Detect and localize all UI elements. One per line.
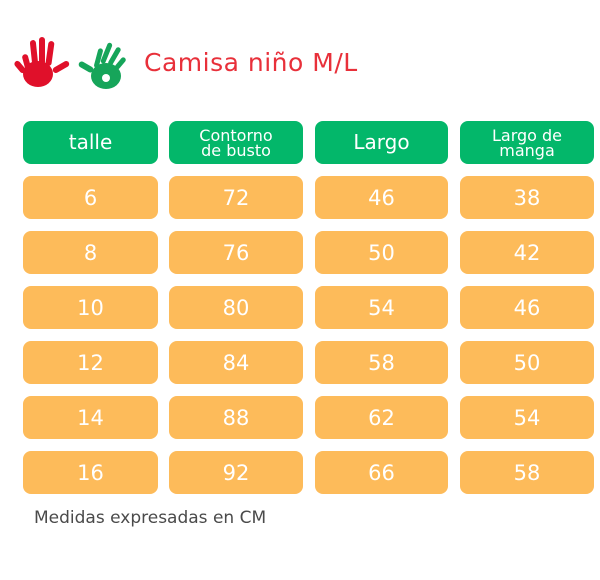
cell-largo: 62 bbox=[315, 396, 448, 439]
cell-talle: 6 bbox=[23, 176, 158, 219]
cell-contorno: 84 bbox=[169, 341, 303, 384]
cell-largo-manga: 46 bbox=[460, 286, 594, 329]
cell-contorno: 76 bbox=[169, 231, 303, 274]
cell-largo-manga: 42 bbox=[460, 231, 594, 274]
column-header-label: Largo bbox=[353, 130, 410, 154]
page-header: Camisa niño M/L bbox=[14, 32, 434, 96]
column-header-label-line: Contorno bbox=[199, 125, 273, 145]
cell-largo: 46 bbox=[315, 176, 448, 219]
green-handprint-icon bbox=[78, 42, 126, 89]
red-handprint-icon bbox=[14, 37, 70, 87]
cell-contorno: 80 bbox=[169, 286, 303, 329]
cell-largo-manga: 58 bbox=[460, 451, 594, 494]
column-header-label: talle bbox=[68, 130, 113, 154]
column-header-talle: talle bbox=[23, 121, 158, 164]
cell-largo-manga: 50 bbox=[460, 341, 594, 384]
cell-talle: 16 bbox=[23, 451, 158, 494]
page-title: Camisa niño M/L bbox=[144, 48, 358, 77]
cell-largo-manga: 38 bbox=[460, 176, 594, 219]
cell-contorno: 72 bbox=[169, 176, 303, 219]
column-header-contorno-de-busto: Contorno de busto bbox=[169, 121, 303, 164]
column-header-label-line: manga bbox=[499, 140, 555, 160]
units-note: Medidas expresadas en CM bbox=[34, 508, 267, 528]
cell-contorno: 92 bbox=[169, 451, 303, 494]
cell-largo: 50 bbox=[315, 231, 448, 274]
cell-largo: 66 bbox=[315, 451, 448, 494]
column-header-label-line: de busto bbox=[201, 140, 271, 160]
cell-largo: 58 bbox=[315, 341, 448, 384]
cell-contorno: 88 bbox=[169, 396, 303, 439]
cell-talle: 8 bbox=[23, 231, 158, 274]
column-header-largo: Largo bbox=[315, 121, 448, 164]
cell-largo-manga: 54 bbox=[460, 396, 594, 439]
cell-talle: 12 bbox=[23, 341, 158, 384]
cell-talle: 10 bbox=[23, 286, 158, 329]
column-header-label-line: Largo de bbox=[491, 125, 563, 145]
column-header-largo-de-manga: Largo de manga bbox=[460, 121, 594, 164]
cell-largo: 54 bbox=[315, 286, 448, 329]
cell-talle: 14 bbox=[23, 396, 158, 439]
